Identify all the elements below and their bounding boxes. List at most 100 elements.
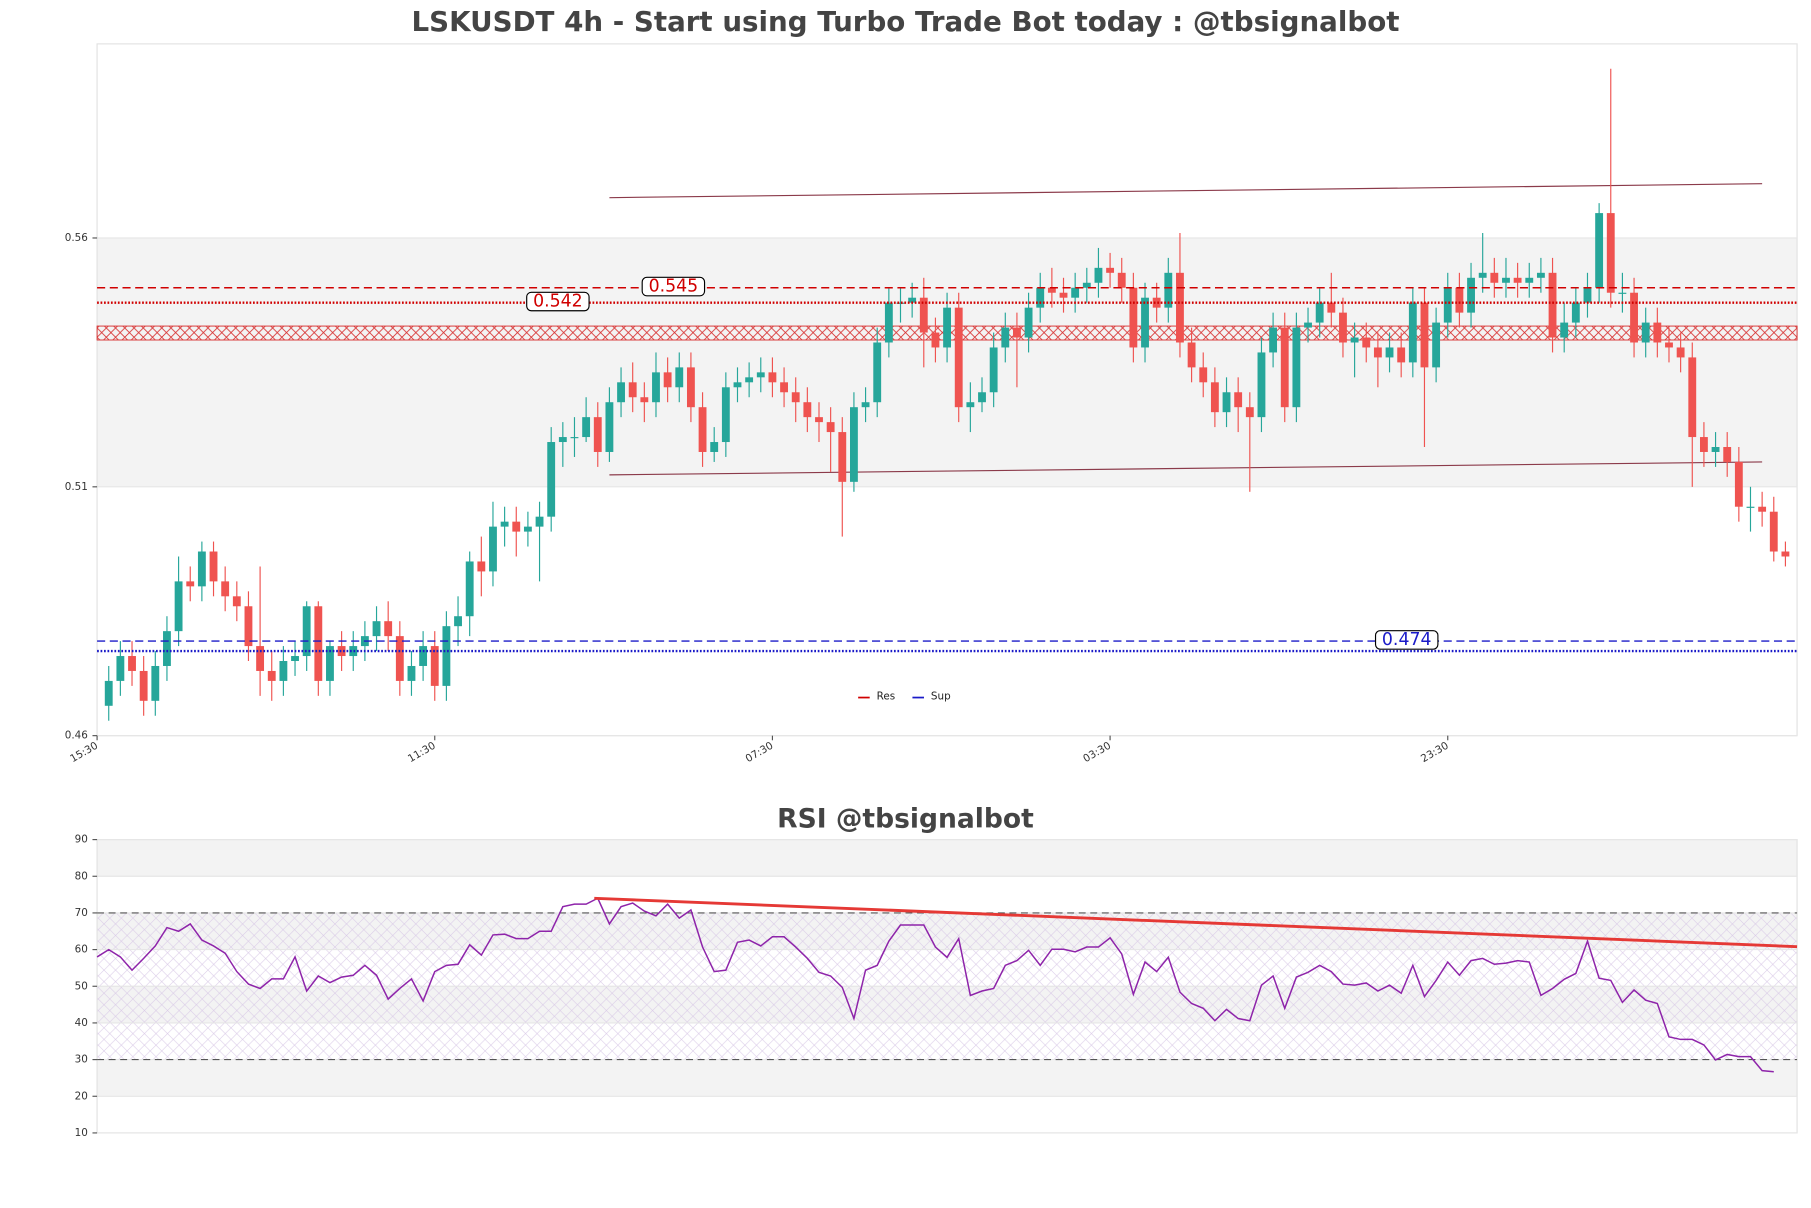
y-tick-label: 70 (75, 907, 88, 919)
candle-body (861, 402, 870, 408)
candle-body (1210, 382, 1219, 413)
y-tick-label: 20 (75, 1090, 88, 1102)
candle-body (1746, 506, 1755, 508)
channel-line (609, 461, 1763, 476)
candle-body (1711, 447, 1720, 452)
candle-body (419, 646, 428, 666)
candle-body (675, 367, 684, 388)
candle-body (873, 342, 882, 403)
candle-body (442, 626, 451, 686)
candle-body (978, 392, 986, 403)
candle-body (535, 516, 544, 527)
candle-body (232, 596, 241, 607)
candle-body (1292, 327, 1301, 408)
candle-body (1769, 511, 1778, 552)
candle-body (1536, 272, 1545, 278)
candle-body (104, 680, 113, 706)
candle-body (221, 581, 230, 597)
candle-body (256, 646, 265, 671)
candle-body (314, 606, 323, 681)
level-label: 0.474 (1382, 630, 1432, 650)
candle-body (1141, 297, 1149, 348)
candle-body (163, 631, 171, 666)
candle-body (1327, 302, 1336, 313)
candle-body (1059, 292, 1068, 298)
candle-body (489, 526, 497, 572)
y-tick-label: 80 (75, 870, 88, 882)
candle-body (1467, 277, 1475, 313)
candle-body (558, 437, 567, 443)
candle-body (197, 551, 206, 587)
candle-body (1339, 312, 1347, 343)
candle-body (209, 551, 218, 582)
candle-body (1071, 287, 1080, 298)
candle-body (1502, 277, 1510, 283)
candle-body (628, 382, 637, 398)
y-tick-label: 30 (75, 1054, 88, 1066)
candle-body (1013, 327, 1021, 338)
y-tick-label: 60 (75, 944, 88, 956)
candle-body (1234, 392, 1243, 408)
candle-body (454, 616, 462, 627)
candle-body (1094, 267, 1103, 283)
candle-body (1187, 342, 1196, 368)
candle-body (1304, 322, 1312, 328)
candle-body (1595, 213, 1604, 288)
candle-body (1443, 287, 1452, 323)
candle-body (1129, 287, 1138, 348)
y-tick-label: 10 (75, 1127, 88, 1139)
rsi-title: RSI @tbsignalbot (777, 803, 1034, 834)
candle-body (1583, 287, 1592, 303)
candle-body (1036, 287, 1045, 308)
candle-body (1350, 337, 1359, 343)
candle-body (174, 581, 183, 632)
candle-body (1432, 322, 1441, 368)
candle-body (849, 407, 858, 482)
price-panel: 0.46 0.51 0.56 15:30 11:30 07:30 03:30 23:30 0.5… (65, 43, 1798, 765)
candle-body (1001, 327, 1010, 348)
candle-body (1280, 327, 1289, 408)
y-tick-label: 0.56 (65, 232, 88, 244)
candle-body (617, 382, 625, 403)
y-tick-label: 0.51 (65, 481, 88, 493)
candle-body (721, 387, 730, 443)
candle-body (1245, 407, 1254, 418)
candle-body (349, 646, 358, 657)
candle-body (302, 606, 311, 657)
candle-body (756, 372, 765, 378)
candle-body (593, 417, 602, 452)
candle-body (931, 332, 940, 348)
candle-body (1397, 347, 1406, 363)
y-tick-label: 40 (75, 1017, 88, 1029)
candle-body (698, 407, 707, 452)
candle-body (1525, 277, 1534, 283)
rsi-panel: 10 20 30 40 50 60 70 80 90 (75, 834, 1798, 1139)
x-tick-label: 15:30 (68, 740, 100, 765)
candle-body (384, 621, 393, 637)
candle-body (652, 372, 660, 403)
candle-body (116, 656, 125, 681)
candle-body (1269, 327, 1278, 353)
candle-body (512, 521, 521, 532)
candle-body (582, 417, 591, 438)
candle-body (1164, 272, 1173, 308)
candle-body (838, 432, 847, 482)
level-label: 0.545 (649, 277, 699, 297)
level-label-box (526, 291, 590, 312)
candle-body (954, 307, 963, 408)
candle-body (1723, 447, 1732, 462)
rsi-trend-line (594, 896, 1798, 949)
candle-body (605, 402, 614, 452)
candle-body (1630, 292, 1638, 343)
candle-body (1117, 272, 1126, 288)
candle-body (780, 382, 788, 393)
candle-body (337, 646, 346, 657)
candle-body (803, 402, 812, 418)
candle-body (128, 656, 136, 671)
candle-body (710, 442, 719, 452)
level-label-box (1374, 630, 1439, 650)
candle-body (1222, 392, 1231, 413)
candle-body (768, 372, 777, 383)
candle-body (244, 606, 253, 647)
